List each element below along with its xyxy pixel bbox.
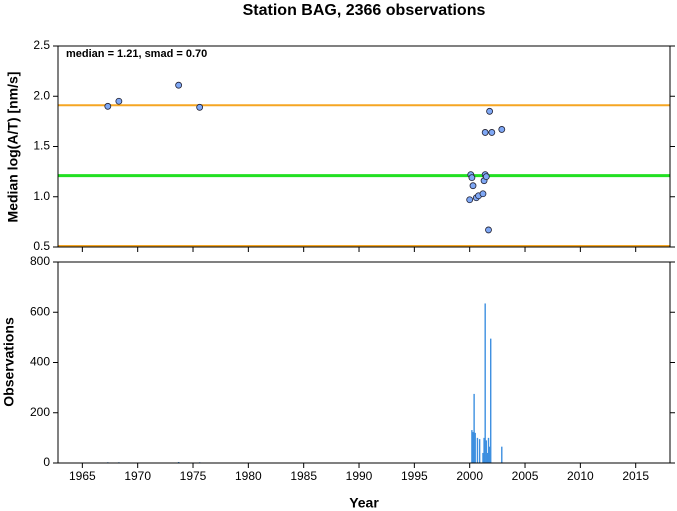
y-tick-label: 0.5 (33, 239, 50, 253)
bar (484, 303, 486, 463)
x-tick-label: 1985 (290, 469, 317, 483)
plot-frame (57, 45, 671, 248)
point (486, 107, 494, 115)
point (498, 126, 506, 133)
x-tick-label: 1995 (401, 469, 428, 483)
point (196, 103, 204, 111)
plot-frame (57, 261, 671, 464)
x-tick-label: 1980 (235, 469, 262, 483)
point (488, 129, 496, 136)
bar (490, 338, 492, 463)
bar (478, 439, 481, 463)
point (481, 129, 489, 136)
point (115, 97, 123, 105)
x-tick-label: 1965 (69, 469, 96, 483)
bar (488, 446, 491, 463)
x-tick-label: 2010 (567, 469, 594, 483)
x-tick-label: 1975 (180, 469, 207, 483)
point (485, 226, 492, 234)
y-tick-label: 1.5 (33, 139, 50, 153)
point (479, 190, 487, 198)
y-tick-label: 2.5 (33, 38, 50, 52)
y-tick-label: 800 (30, 254, 50, 268)
x-tick-label: 2000 (456, 469, 483, 483)
point (175, 81, 183, 89)
x-tick-label: 1990 (346, 469, 373, 483)
bar (487, 437, 490, 463)
point (466, 196, 474, 204)
y-tick-label: 200 (30, 405, 50, 419)
y-tick-label: 600 (30, 304, 50, 318)
bar (501, 446, 503, 463)
bar (472, 432, 474, 463)
bar (486, 452, 489, 463)
bar (483, 437, 485, 463)
chart-title: Station BAG, 2366 observations (243, 2, 486, 19)
point (482, 173, 490, 181)
point (104, 102, 112, 110)
y-axis-label: Observations (1, 317, 17, 407)
point (469, 182, 477, 190)
y-axis-label: Median log(A/T) [nm/s] (5, 72, 21, 223)
bar (471, 430, 473, 463)
annotation: median = 1.21, smad = 0.70 (66, 48, 207, 60)
bar (485, 440, 487, 463)
y-tick-label: 1.0 (33, 189, 50, 203)
point (468, 174, 476, 182)
y-tick-label: 0 (43, 455, 50, 469)
y-tick-label: 2.0 (33, 88, 50, 102)
bar (482, 452, 484, 463)
bar (177, 461, 180, 463)
bar (473, 393, 475, 463)
y-tick-label: 400 (30, 355, 50, 369)
x-tick-label: 2005 (512, 469, 539, 483)
x-tick-label: 2015 (622, 469, 649, 483)
bar (474, 432, 476, 463)
x-axis-label: Year (349, 495, 379, 511)
x-tick-label: 1970 (124, 469, 151, 483)
bar (476, 437, 479, 463)
